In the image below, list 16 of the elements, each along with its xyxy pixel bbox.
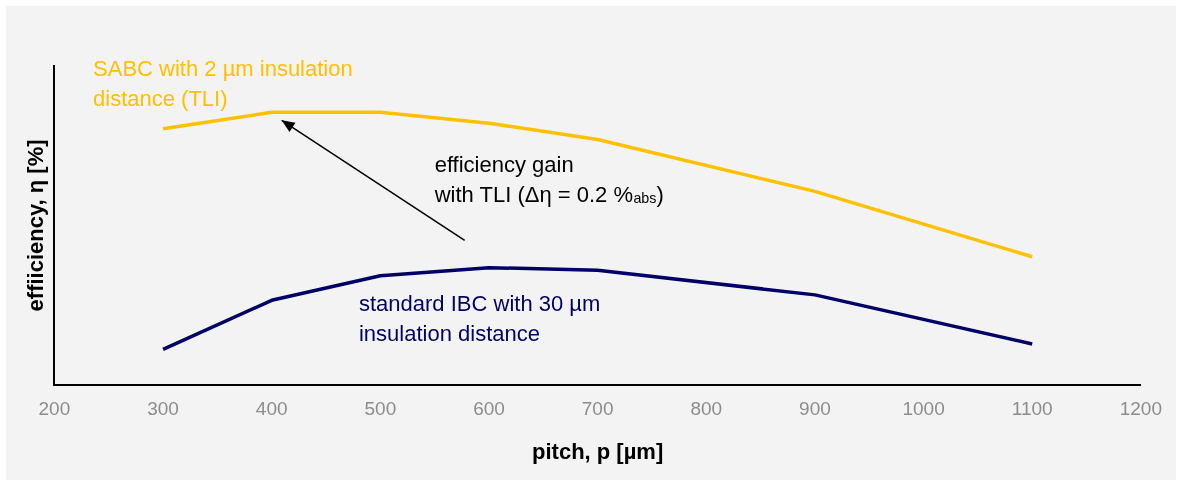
annotation: efficiency gain with TLI (Δη = 0.2 %abs): [433, 152, 664, 208]
series-label: SABC with 2 µm insulation distance (TLI): [93, 55, 353, 111]
x-tick-label: 500: [364, 398, 397, 420]
x-tick-label: 1000: [902, 398, 945, 420]
y-axis-title: effiiciency, η [%]: [23, 139, 49, 312]
x-tick-label: 1100: [1011, 398, 1053, 420]
x-axis-title: pitch, p [µm]: [532, 438, 664, 464]
x-tick-label: 900: [799, 398, 831, 420]
x-tick-label: 700: [581, 398, 614, 420]
series-label: standard IBC with 30 µm insulation distance: [358, 290, 601, 346]
x-tick-label: 400: [255, 398, 288, 420]
x-tick-label: 300: [147, 398, 179, 420]
x-tick-label: 600: [473, 398, 505, 420]
x-tick-label: 800: [690, 398, 723, 420]
x-tick-label: 1200: [1119, 398, 1163, 420]
x-tick-label: 200: [38, 398, 71, 420]
